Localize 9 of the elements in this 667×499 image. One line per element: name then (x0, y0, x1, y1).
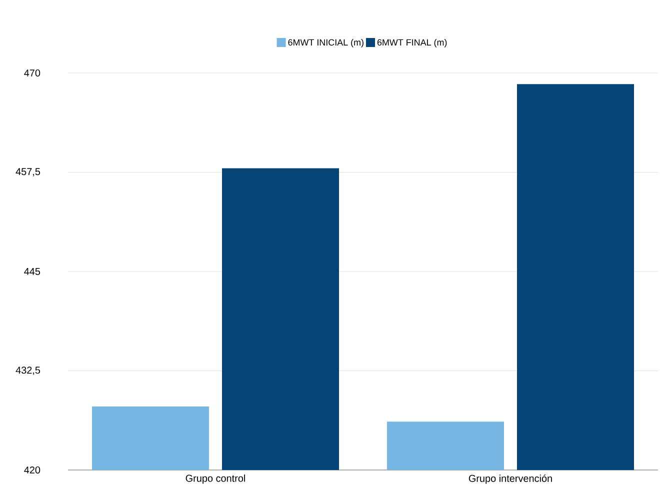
y-tick-label: 470 (24, 69, 40, 77)
y-tick-label: 457,5 (16, 168, 40, 176)
y-tick-label: 445 (24, 268, 40, 275)
legend-label: 6MWT FINAL (m) (377, 38, 447, 48)
y-tick-label: 432,5 (16, 366, 40, 375)
legend-label: 6MWT INICIAL (m) (288, 38, 364, 48)
x-tick-label: Grupo control (186, 474, 245, 484)
x-tick-label: Grupo intervención (468, 474, 552, 484)
y-tick-label: 420 (24, 466, 40, 474)
